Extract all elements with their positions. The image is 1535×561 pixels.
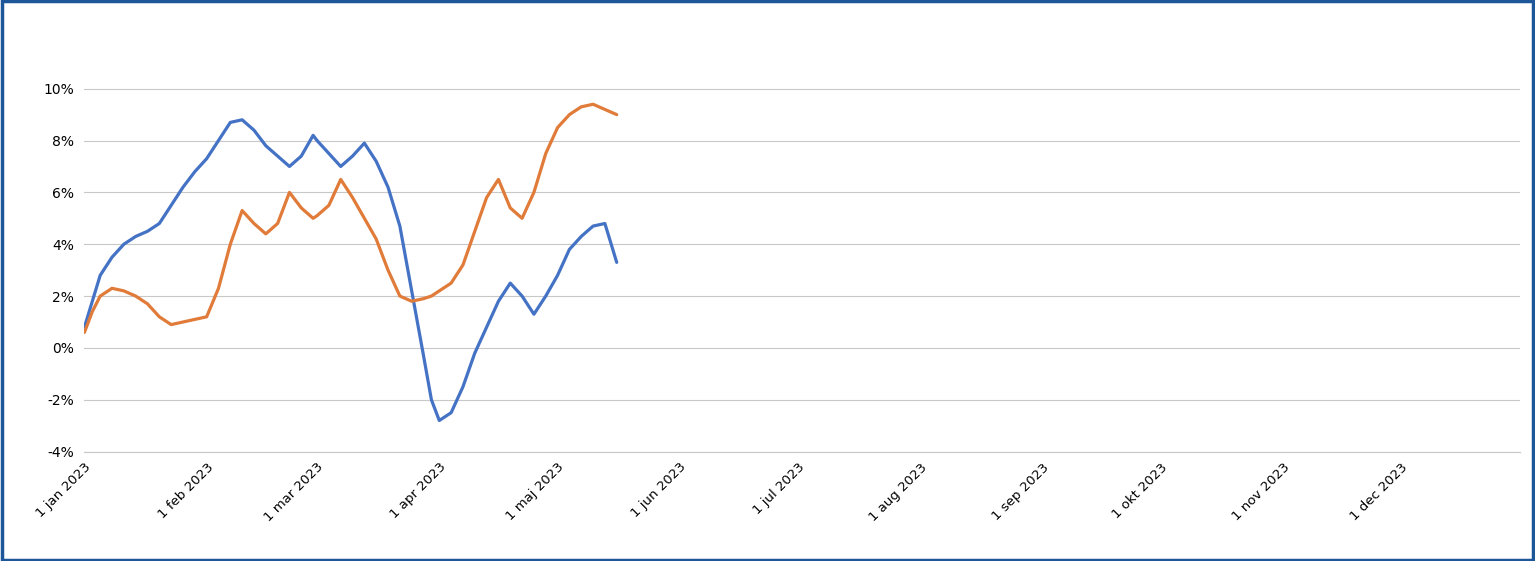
Text: Afkast i 2023 - ØU Portefølje (Blå) <> Copenhagen Benchmark: Afkast i 2023 - ØU Portefølje (Blå) <> C… (15, 22, 772, 45)
